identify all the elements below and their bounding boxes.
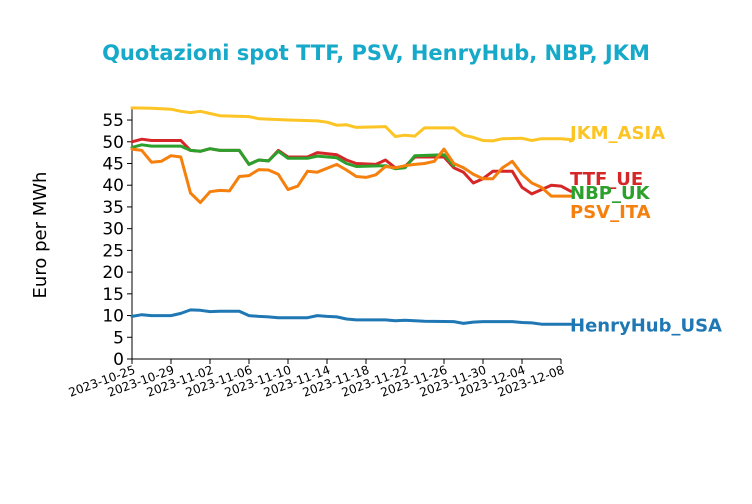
series-label-ttf-ue: TTF_UE: [570, 169, 643, 190]
y-tick-label: 50: [102, 133, 124, 153]
chart-title: Quotazioni spot TTF, PSV, HenryHub, NBP,…: [102, 41, 650, 65]
y-tick-label: 20: [102, 263, 124, 283]
series-line-psv-ita: [130, 147, 573, 205]
y-tick-label: 25: [102, 241, 124, 261]
series-label-psv-ita: PSV_ITA: [570, 202, 651, 223]
series-label-henryhub-usa: HenryHub_USA: [570, 316, 722, 337]
series-label-nbp-uk: NBP_UK: [570, 183, 651, 204]
y-tick-label: 30: [102, 220, 124, 240]
y-tick-label: 15: [102, 285, 124, 305]
y-tick-label: 0: [113, 350, 124, 370]
y-tick-label: 45: [102, 154, 124, 174]
y-tick-label: 35: [102, 198, 124, 218]
y-tick-label: 5: [113, 328, 124, 348]
series-label-jkm-asia: JKM_ASIA: [568, 123, 665, 144]
y-tick-label: 10: [102, 307, 124, 327]
series-line-henryhub-usa: [130, 308, 573, 326]
y-tick-label: 40: [102, 176, 124, 196]
y-tick-label: 55: [102, 111, 124, 131]
y-axis-label: Euro per MWh: [30, 172, 51, 299]
series-line-jkm-asia: [130, 106, 573, 143]
series-lines: [130, 106, 573, 326]
